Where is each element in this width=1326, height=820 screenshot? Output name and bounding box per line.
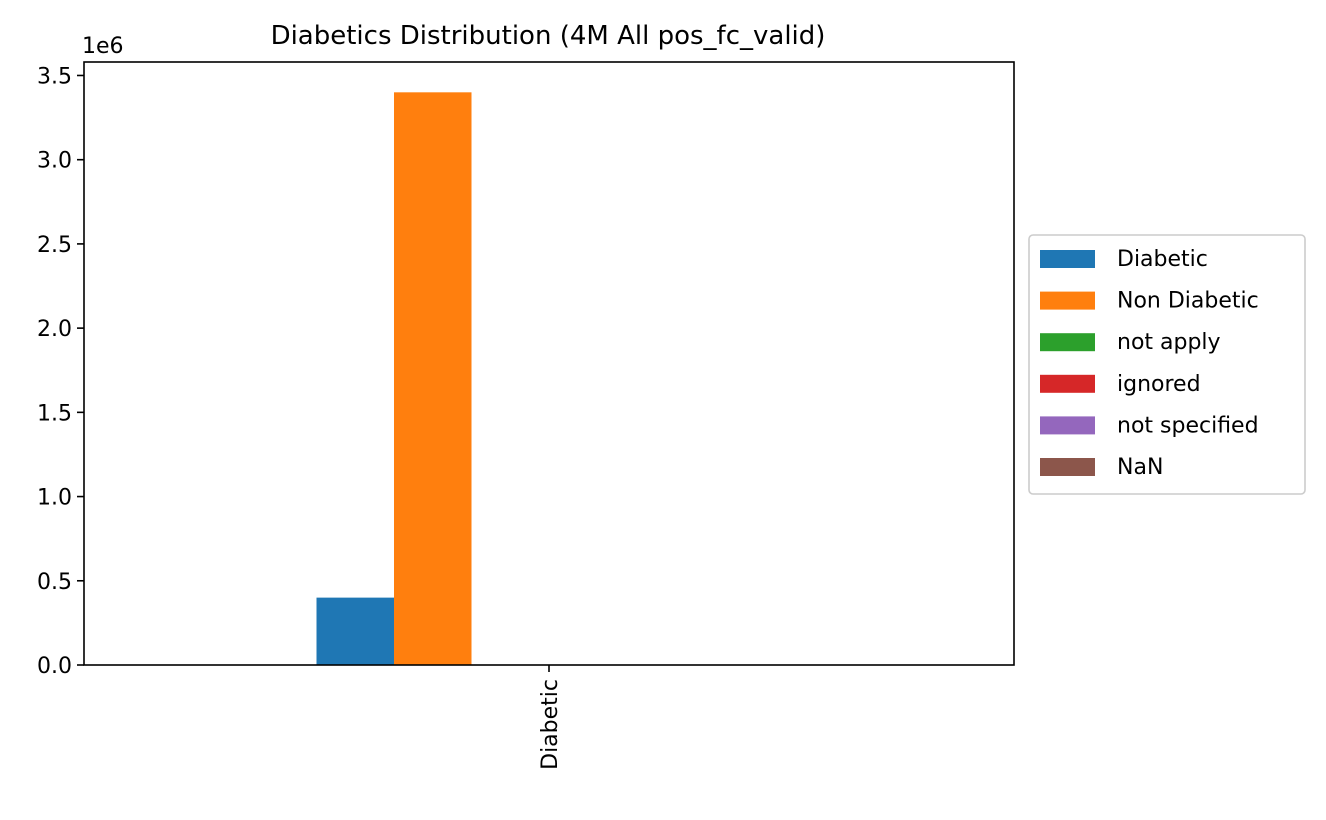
legend-swatch: [1040, 374, 1095, 393]
x-tick-label: Diabetic: [538, 679, 563, 770]
bar-diabetic-diabetic: [316, 597, 394, 665]
y-axis-offset-label: 1e6: [82, 34, 124, 59]
y-tick-label: 2.0: [37, 317, 72, 342]
legend-swatch: [1040, 333, 1095, 352]
legend-label: Diabetic: [1117, 247, 1208, 272]
legend: Diabetic Non Diabetic not apply ignored not …: [1028, 234, 1306, 495]
y-tick-label: 2.5: [37, 233, 72, 258]
y-tick-label: 1.0: [37, 486, 72, 511]
chart-title: Diabetics Distribution (4M All pos_fc_va…: [271, 21, 826, 51]
bar-non-diabetic-diabetic: [394, 92, 472, 666]
y-tick-label: 0.0: [37, 654, 72, 679]
legend-swatch: [1040, 291, 1095, 310]
legend-label: ignored: [1117, 372, 1201, 397]
y-tick-label: 1.5: [37, 401, 72, 426]
legend-label: not specified: [1117, 413, 1259, 438]
legend-box: [1028, 234, 1306, 495]
y-tick-label: 3.0: [37, 149, 72, 174]
legend-label: Non Diabetic: [1117, 289, 1259, 314]
legend-label: NaN: [1117, 455, 1163, 480]
legend-swatch: [1040, 458, 1095, 476]
axes-layer: 0.0 0.5 1.0 1.5 2.0 2.5 3.0 3.5 Diabetic: [37, 61, 1015, 770]
bars-layer: [316, 92, 472, 666]
legend-swatch: [1040, 250, 1095, 268]
plot-frame: [83, 61, 1015, 666]
y-tick-label: 0.5: [37, 570, 72, 595]
legend-swatch: [1040, 416, 1095, 435]
legend-label: not apply: [1117, 330, 1221, 355]
y-tick-label: 3.5: [37, 64, 72, 89]
